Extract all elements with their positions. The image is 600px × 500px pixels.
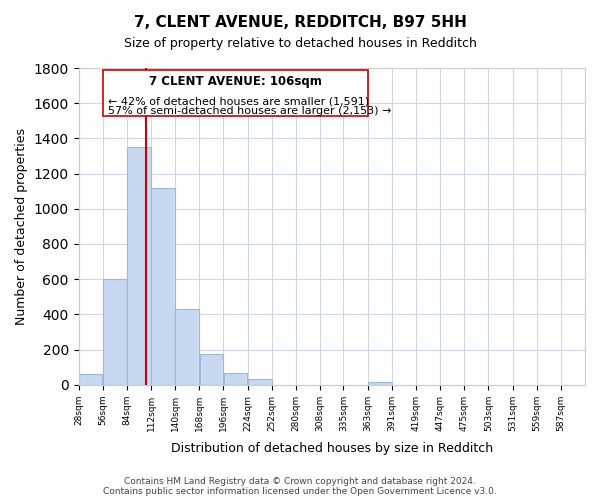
- FancyBboxPatch shape: [103, 70, 368, 116]
- Bar: [248, 378, 272, 385]
- Bar: [200, 354, 223, 385]
- Bar: [224, 374, 247, 385]
- Text: Contains HM Land Registry data © Crown copyright and database right 2024.: Contains HM Land Registry data © Crown c…: [124, 477, 476, 486]
- Text: 7, CLENT AVENUE, REDDITCH, B97 5HH: 7, CLENT AVENUE, REDDITCH, B97 5HH: [134, 15, 466, 30]
- Text: ← 42% of detached houses are smaller (1,591): ← 42% of detached houses are smaller (1,…: [108, 96, 369, 106]
- Bar: [79, 374, 103, 385]
- Text: 57% of semi-detached houses are larger (2,153) →: 57% of semi-detached houses are larger (…: [108, 106, 391, 116]
- Bar: [127, 147, 151, 385]
- Y-axis label: Number of detached properties: Number of detached properties: [15, 128, 28, 325]
- Text: Contains public sector information licensed under the Open Government Licence v3: Contains public sector information licen…: [103, 487, 497, 496]
- Bar: [368, 382, 392, 385]
- Bar: [151, 188, 175, 385]
- Bar: [103, 279, 127, 385]
- Bar: [175, 309, 199, 385]
- Text: Size of property relative to detached houses in Redditch: Size of property relative to detached ho…: [124, 38, 476, 51]
- X-axis label: Distribution of detached houses by size in Redditch: Distribution of detached houses by size …: [171, 442, 493, 455]
- Text: 7 CLENT AVENUE: 106sqm: 7 CLENT AVENUE: 106sqm: [149, 74, 322, 88]
